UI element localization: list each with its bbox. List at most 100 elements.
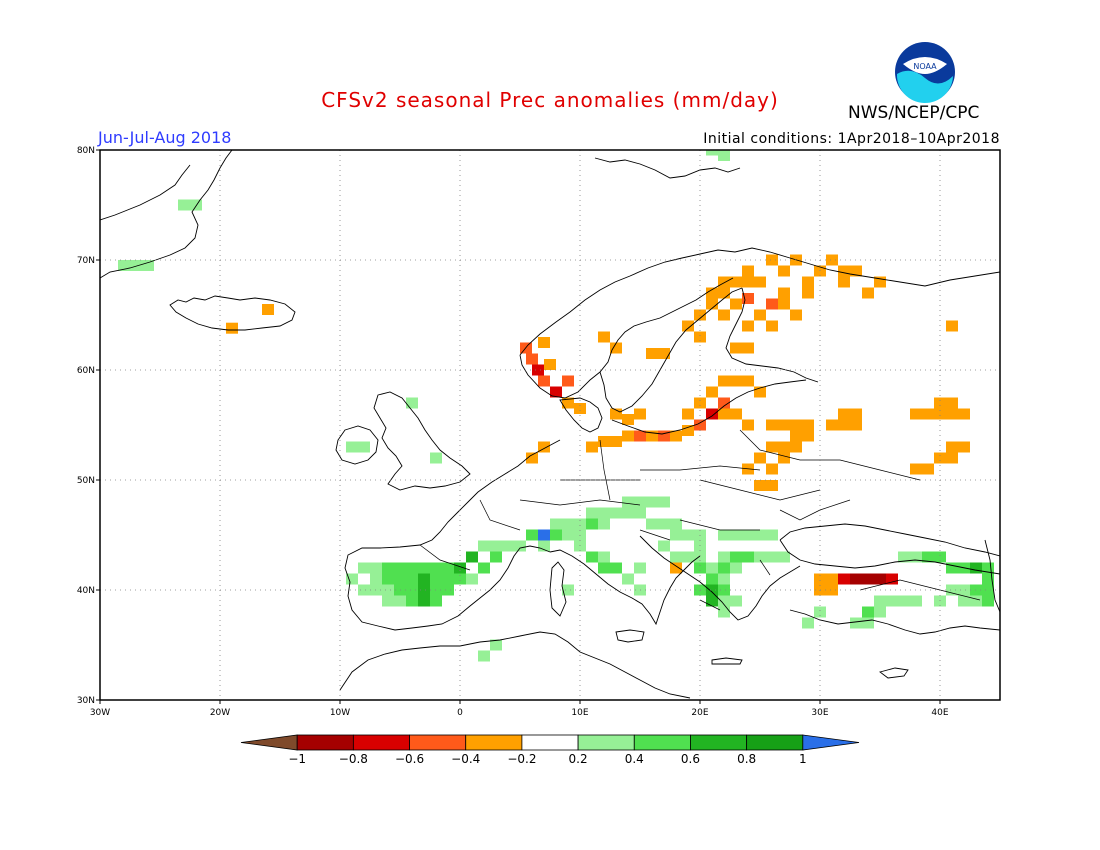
anomaly-cell <box>598 331 610 343</box>
ireland-coast <box>335 425 379 465</box>
anomaly-cell <box>778 287 790 299</box>
anomaly-cell <box>778 265 790 277</box>
anomaly-cell <box>706 573 718 585</box>
anomaly-cell <box>718 573 730 585</box>
anomaly-cell <box>346 573 358 585</box>
anomaly-cell <box>670 134 682 145</box>
anomaly-cell <box>538 375 550 387</box>
anomaly-cell <box>670 551 682 563</box>
anomaly-cell <box>682 134 694 145</box>
anomaly-cell <box>706 386 718 398</box>
anomaly-cell <box>718 562 730 574</box>
anomaly-cells <box>118 134 994 662</box>
colorbar-label: −0.4 <box>451 752 480 766</box>
anomaly-cell <box>406 397 418 409</box>
anomaly-cell <box>514 540 526 552</box>
lat-tick-label: 80N <box>77 146 95 156</box>
anomaly-cell <box>718 276 730 288</box>
colorbar-segment <box>521 734 579 751</box>
colorbar-label: 0.4 <box>625 752 644 766</box>
anomaly-cell <box>946 320 958 332</box>
colorbar: −1 −0.8 −0.6 −0.4 −0.2 0.2 0.4 0.6 0.8 1 <box>240 734 860 766</box>
initial-conditions: Initial conditions: 1Apr2018–10Apr2018 <box>703 131 1000 147</box>
anomaly-cell <box>442 562 454 574</box>
anomaly-cell <box>658 134 670 145</box>
anomaly-cell <box>598 562 610 574</box>
anomaly-cell <box>466 551 478 563</box>
anomaly-cell <box>754 551 766 563</box>
lat-tick-label: 70N <box>77 256 95 266</box>
anomaly-cell <box>658 348 670 359</box>
anomaly-cell <box>658 430 670 442</box>
anomaly-cell <box>598 507 610 519</box>
anomaly-cell <box>190 199 202 211</box>
anomaly-cell <box>790 441 802 453</box>
anomaly-cell <box>226 322 238 334</box>
colorbar-arrow-high <box>802 734 860 751</box>
anomaly-cell <box>610 436 622 447</box>
anomaly-cell <box>598 436 610 447</box>
anomaly-cell <box>682 551 694 563</box>
anomaly-cell <box>694 397 706 409</box>
anomaly-cell <box>790 430 802 442</box>
anomaly-cell <box>574 518 586 530</box>
anomaly-cell <box>262 304 274 315</box>
anomaly-cell <box>730 529 742 541</box>
anomaly-cell <box>562 529 574 541</box>
anomaly-cell <box>142 260 154 271</box>
anomaly-cell <box>610 507 622 519</box>
agency-label: NWS/NCEP/CPC <box>848 103 980 123</box>
anomaly-cell <box>742 265 754 277</box>
anomaly-cell <box>862 617 874 629</box>
anomaly-cell <box>766 463 778 475</box>
anomaly-cell <box>622 430 634 442</box>
anomaly-cell <box>526 529 538 541</box>
anomaly-cell <box>790 419 802 431</box>
anomaly-cell <box>622 134 634 145</box>
colorbar-segment <box>352 734 410 751</box>
anomaly-cell <box>562 397 574 409</box>
anomaly-cell <box>946 441 958 453</box>
italy-coast <box>549 549 701 626</box>
lon-tick-label: 20W <box>210 708 230 718</box>
norway-south-coast <box>519 277 734 399</box>
anomaly-cell <box>544 359 556 370</box>
forecast-period: Jun-Jul-Aug 2018 <box>98 128 232 147</box>
anomaly-cell <box>706 595 718 607</box>
anomaly-cell <box>766 441 778 453</box>
anomaly-cell <box>982 573 994 585</box>
anomaly-cell <box>970 562 982 574</box>
lon-tick-label: 10E <box>571 708 588 718</box>
anomaly-cell <box>550 518 562 530</box>
colorbar-label: 0.2 <box>569 752 588 766</box>
anomaly-cell <box>634 139 646 150</box>
anomaly-cell <box>766 419 778 431</box>
lon-tick-label: 20E <box>691 708 708 718</box>
anomaly-cell <box>382 573 394 585</box>
anomaly-cell <box>490 551 502 563</box>
anomaly-cell <box>418 562 430 574</box>
anomaly-cell <box>922 463 934 475</box>
anomaly-cell <box>418 573 430 585</box>
anomaly-cell <box>634 430 646 442</box>
anomaly-cell <box>778 441 790 453</box>
anomaly-cell <box>502 540 514 552</box>
anomaly-cell <box>826 254 838 266</box>
anomaly-cell <box>562 584 574 596</box>
anomaly-cell <box>874 606 886 618</box>
anomaly-cell <box>958 408 970 420</box>
anomaly-cell <box>910 408 922 420</box>
anomaly-cell <box>754 480 766 491</box>
anomaly-cell <box>622 496 634 508</box>
anomaly-cell <box>670 430 682 442</box>
anomaly-cell <box>934 408 946 420</box>
denmark-coast <box>559 397 603 433</box>
anomaly-cell <box>766 254 778 266</box>
anomaly-cell <box>718 551 730 563</box>
colorbar-segment <box>746 734 804 751</box>
lat-tick-label: 30N <box>77 696 95 706</box>
anomaly-cell <box>742 276 754 288</box>
anomaly-cell <box>742 375 754 387</box>
graticule <box>100 150 1000 700</box>
